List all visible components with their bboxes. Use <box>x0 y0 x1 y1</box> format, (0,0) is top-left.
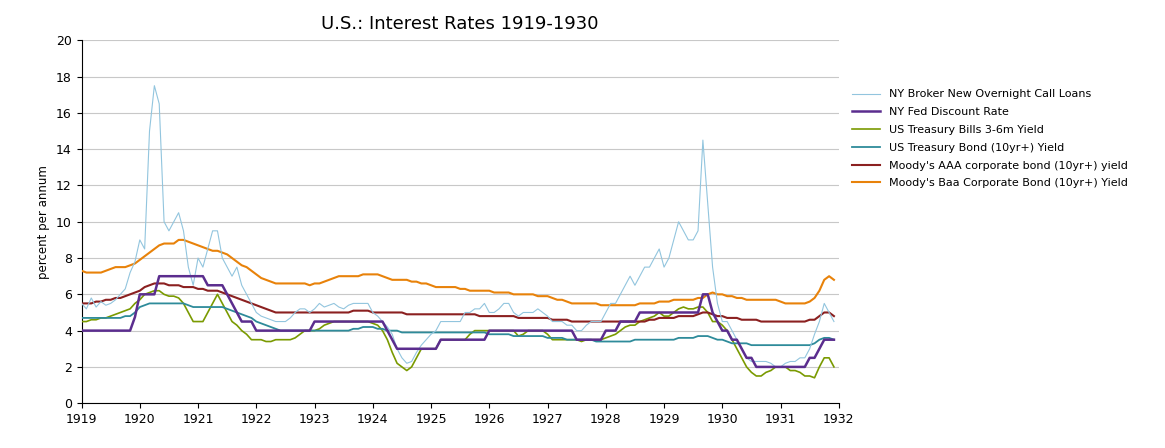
NY Broker New Overnight Call Loans <box>75 301 89 306</box>
US Treasury Bills 3-6m Yield <box>75 319 89 324</box>
Moody's Baa Corporate Bond (10yr+) Yield <box>527 292 541 297</box>
Line: NY Broker New Overnight Call Loans: NY Broker New Overnight Call Loans <box>82 86 834 367</box>
NY Broker New Overnight Call Loans <box>769 364 783 370</box>
Moody's AAA corporate bond (10yr+) yield <box>148 281 162 286</box>
US Treasury Bills 3-6m Yield <box>361 319 375 324</box>
Moody's Baa Corporate Bond (10yr+) Yield <box>691 295 705 301</box>
Moody's Baa Corporate Bond (10yr+) Yield <box>827 277 841 283</box>
NY Broker New Overnight Call Loans <box>269 319 283 324</box>
US Treasury Bond (10yr+) Yield <box>269 326 283 332</box>
US Treasury Bond (10yr+) Yield <box>686 335 700 340</box>
US Treasury Bond (10yr+) Yield <box>827 337 841 342</box>
NY Broker New Overnight Call Loans <box>390 346 404 351</box>
US Treasury Bond (10yr+) Yield <box>744 342 758 348</box>
NY Fed Discount Rate <box>749 364 763 370</box>
NY Broker New Overnight Call Loans <box>148 83 162 88</box>
Moody's AAA corporate bond (10yr+) yield <box>527 315 541 321</box>
Moody's Baa Corporate Bond (10yr+) Yield <box>361 271 375 277</box>
US Treasury Bills 3-6m Yield <box>827 364 841 370</box>
NY Broker New Overnight Call Loans <box>361 301 375 306</box>
Moody's Baa Corporate Bond (10yr+) Yield <box>390 277 404 283</box>
US Treasury Bills 3-6m Yield <box>527 328 541 333</box>
US Treasury Bills 3-6m Yield <box>148 288 162 293</box>
US Treasury Bond (10yr+) Yield <box>75 315 89 321</box>
Line: NY Fed Discount Rate: NY Fed Discount Rate <box>82 276 834 367</box>
US Treasury Bond (10yr+) Yield <box>361 324 375 330</box>
NY Broker New Overnight Call Loans <box>527 310 541 315</box>
NY Fed Discount Rate <box>153 273 167 279</box>
Line: US Treasury Bond (10yr+) Yield: US Treasury Bond (10yr+) Yield <box>82 303 834 345</box>
US Treasury Bond (10yr+) Yield <box>142 301 156 306</box>
Line: Moody's AAA corporate bond (10yr+) yield: Moody's AAA corporate bond (10yr+) yield <box>82 284 834 322</box>
NY Fed Discount Rate <box>686 310 700 315</box>
US Treasury Bills 3-6m Yield <box>390 361 404 366</box>
Line: US Treasury Bills 3-6m Yield: US Treasury Bills 3-6m Yield <box>82 291 834 378</box>
US Treasury Bond (10yr+) Yield <box>390 328 404 333</box>
Moody's AAA corporate bond (10yr+) yield <box>603 319 617 324</box>
Legend: NY Broker New Overnight Call Loans, NY Fed Discount Rate, US Treasury Bills 3-6m: NY Broker New Overnight Call Loans, NY F… <box>852 90 1128 188</box>
NY Broker New Overnight Call Loans <box>686 237 700 243</box>
Y-axis label: percent per annum: percent per annum <box>37 165 50 279</box>
Moody's AAA corporate bond (10yr+) yield <box>361 308 375 313</box>
Moody's Baa Corporate Bond (10yr+) Yield <box>269 281 283 286</box>
NY Broker New Overnight Call Loans <box>599 310 613 315</box>
US Treasury Bond (10yr+) Yield <box>599 339 613 344</box>
Moody's AAA corporate bond (10yr+) yield <box>390 310 404 315</box>
US Treasury Bond (10yr+) Yield <box>527 333 541 339</box>
Moody's AAA corporate bond (10yr+) yield <box>827 314 841 319</box>
Moody's Baa Corporate Bond (10yr+) Yield <box>171 237 185 243</box>
NY Fed Discount Rate <box>527 328 541 333</box>
Moody's Baa Corporate Bond (10yr+) Yield <box>75 268 89 273</box>
NY Fed Discount Rate <box>390 346 404 351</box>
US Treasury Bills 3-6m Yield <box>807 375 821 380</box>
NY Fed Discount Rate <box>827 337 841 342</box>
Title: U.S.: Interest Rates 1919-1930: U.S.: Interest Rates 1919-1930 <box>322 15 599 33</box>
NY Broker New Overnight Call Loans <box>827 319 841 324</box>
Moody's AAA corporate bond (10yr+) yield <box>565 319 579 324</box>
NY Fed Discount Rate <box>269 328 283 333</box>
Moody's Baa Corporate Bond (10yr+) Yield <box>594 302 608 308</box>
Moody's AAA corporate bond (10yr+) yield <box>691 312 705 317</box>
Moody's Baa Corporate Bond (10yr+) Yield <box>603 302 617 308</box>
US Treasury Bills 3-6m Yield <box>269 337 283 342</box>
NY Fed Discount Rate <box>599 328 613 333</box>
Moody's AAA corporate bond (10yr+) yield <box>269 310 283 315</box>
US Treasury Bills 3-6m Yield <box>599 335 613 340</box>
Line: Moody's Baa Corporate Bond (10yr+) Yield: Moody's Baa Corporate Bond (10yr+) Yield <box>82 240 834 305</box>
NY Fed Discount Rate <box>75 328 89 333</box>
Moody's AAA corporate bond (10yr+) yield <box>75 301 89 306</box>
NY Fed Discount Rate <box>361 319 375 324</box>
US Treasury Bills 3-6m Yield <box>686 306 700 311</box>
